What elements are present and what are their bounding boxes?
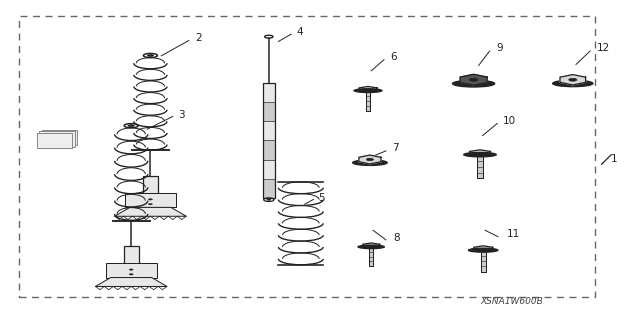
- Ellipse shape: [358, 245, 385, 249]
- Bar: [369, 246, 373, 266]
- Bar: [124, 246, 139, 265]
- Bar: [263, 140, 275, 160]
- Ellipse shape: [147, 55, 154, 56]
- Ellipse shape: [353, 160, 387, 166]
- Bar: [263, 83, 275, 102]
- Polygon shape: [363, 243, 380, 248]
- Bar: [263, 121, 275, 140]
- Text: 9: 9: [496, 43, 502, 53]
- Ellipse shape: [367, 158, 373, 161]
- Ellipse shape: [148, 199, 152, 200]
- Text: 6: 6: [390, 52, 396, 63]
- Ellipse shape: [148, 204, 152, 205]
- Text: 3: 3: [178, 110, 184, 120]
- Ellipse shape: [553, 80, 593, 87]
- Bar: [365, 89, 371, 111]
- Ellipse shape: [364, 246, 379, 248]
- Text: 2: 2: [195, 33, 202, 43]
- Bar: [125, 193, 176, 207]
- Ellipse shape: [452, 80, 495, 87]
- Text: 4: 4: [296, 27, 303, 37]
- Polygon shape: [95, 278, 167, 286]
- Ellipse shape: [360, 89, 376, 92]
- Ellipse shape: [569, 78, 577, 81]
- Bar: [263, 83, 275, 198]
- Ellipse shape: [463, 152, 497, 157]
- Bar: [37, 133, 72, 148]
- Ellipse shape: [470, 153, 490, 156]
- Text: XSNA1W600B: XSNA1W600B: [481, 297, 543, 306]
- Polygon shape: [470, 150, 490, 156]
- Polygon shape: [115, 207, 186, 216]
- Bar: [19, 16, 595, 297]
- Ellipse shape: [354, 89, 382, 93]
- Text: 1: 1: [611, 154, 618, 165]
- Bar: [477, 153, 483, 178]
- Polygon shape: [560, 75, 586, 85]
- Polygon shape: [359, 86, 377, 92]
- Polygon shape: [359, 155, 381, 164]
- Polygon shape: [460, 74, 487, 85]
- Text: 10: 10: [503, 116, 516, 126]
- Bar: [143, 176, 158, 195]
- Ellipse shape: [468, 248, 498, 252]
- Ellipse shape: [129, 269, 133, 270]
- Ellipse shape: [129, 274, 133, 275]
- Ellipse shape: [474, 249, 492, 251]
- Text: 5: 5: [318, 193, 324, 203]
- Bar: [40, 131, 74, 147]
- Bar: [263, 160, 275, 179]
- Ellipse shape: [267, 199, 271, 200]
- Text: 12: 12: [596, 43, 610, 53]
- Bar: [263, 102, 275, 121]
- Bar: [263, 179, 275, 198]
- Bar: [106, 263, 157, 278]
- Bar: [481, 249, 486, 271]
- Text: 11: 11: [507, 229, 520, 240]
- Ellipse shape: [469, 78, 478, 81]
- Text: 8: 8: [393, 233, 399, 243]
- Bar: [42, 130, 77, 145]
- Ellipse shape: [128, 125, 134, 127]
- Text: 7: 7: [392, 143, 399, 153]
- Polygon shape: [474, 246, 493, 252]
